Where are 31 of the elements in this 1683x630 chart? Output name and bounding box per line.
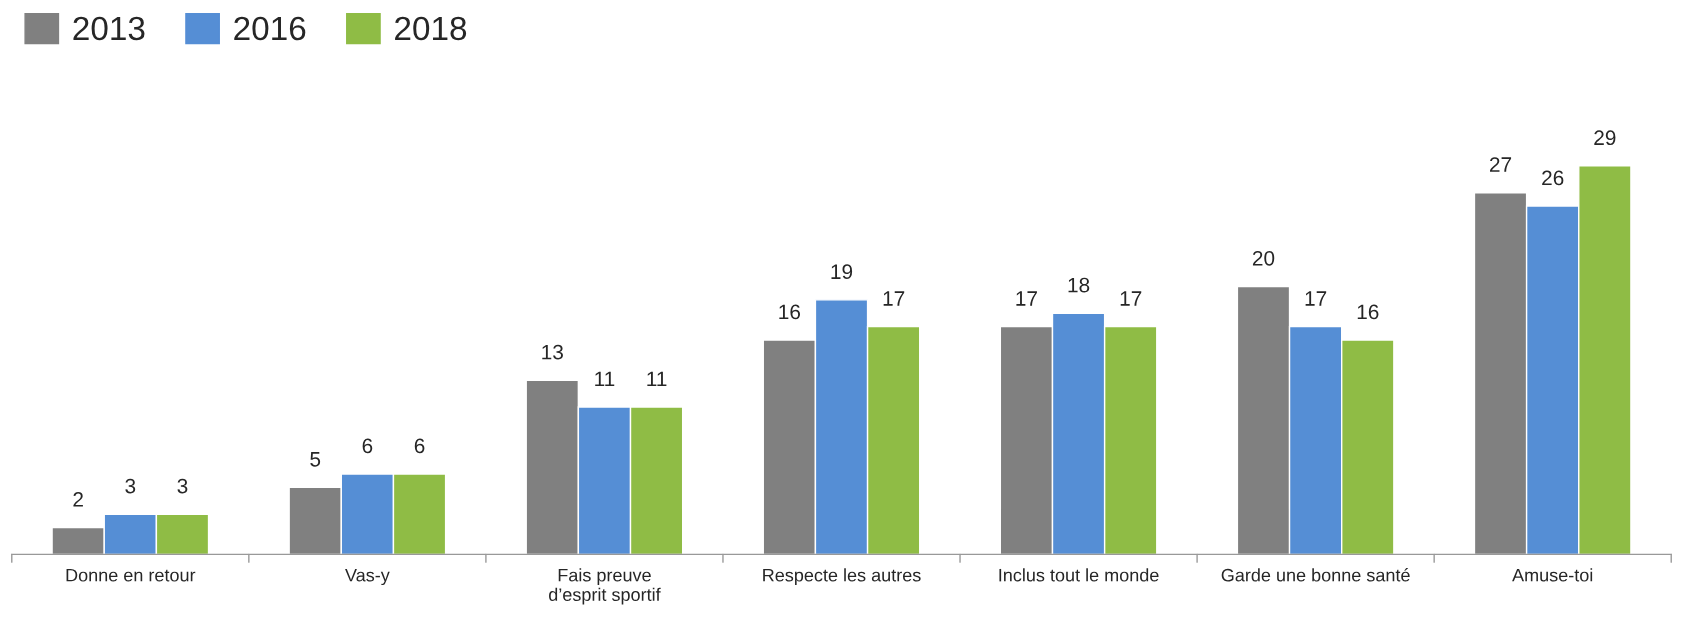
data-label: 17 [1016,291,1037,306]
legend-label: 2016 [234,16,306,41]
data-label: 3 [125,478,136,494]
data-label: 27 [1490,157,1512,172]
data-label: 19 [831,264,853,280]
x-tick-label: Vas-y [345,568,390,586]
data-label: 17 [883,291,905,306]
legend-label: 2018 [395,16,467,41]
x-tick-label: Amuse-toi [1512,568,1593,582]
data-label: 16 [779,304,801,320]
data-label: 6 [414,438,425,454]
data-label: 5 [310,452,321,467]
x-tick-label: Fais preuve d’esprit sportif [549,568,661,605]
data-label: 11 [647,371,667,387]
data-label: 16 [1357,304,1379,320]
data-label: 13 [542,344,563,360]
x-tick-label: Respecte les autres [763,568,921,586]
data-label: 20 [1252,250,1275,266]
data-label: 26 [1542,170,1564,186]
data-label: 3 [177,478,188,494]
data-label: 2 [73,492,83,507]
data-label: 18 [1068,277,1090,293]
x-tick-label: Inclus tout le monde [999,568,1159,582]
data-label: 29 [1594,130,1616,146]
x-tick-label: Donne en retour [66,568,196,582]
x-tick-label: Garde une bonne santé [1221,568,1410,582]
data-label: 6 [362,438,373,454]
data-label: 17 [1305,291,1327,306]
legend-label: 2013 [73,16,145,41]
data-label: 17 [1120,291,1142,306]
data-label: 11 [595,371,615,387]
